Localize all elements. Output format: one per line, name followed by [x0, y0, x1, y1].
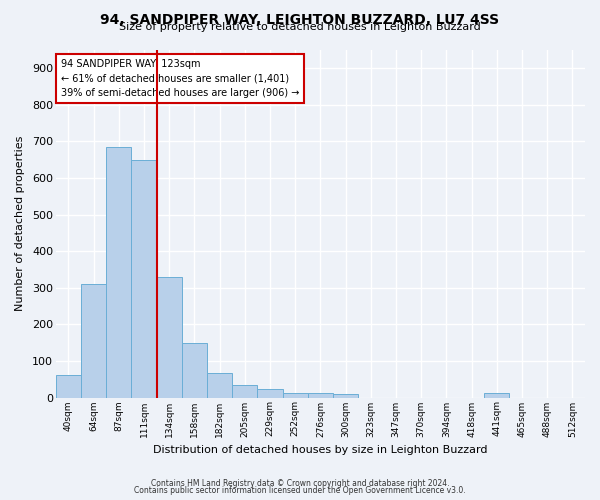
Text: 94 SANDPIPER WAY: 123sqm
← 61% of detached houses are smaller (1,401)
39% of sem: 94 SANDPIPER WAY: 123sqm ← 61% of detach…	[61, 58, 299, 98]
Bar	[257, 390, 283, 398]
Bar	[131, 160, 157, 398]
Bar	[207, 372, 232, 398]
Bar	[308, 393, 333, 398]
Bar	[157, 277, 182, 398]
Y-axis label: Number of detached properties: Number of detached properties	[15, 136, 25, 312]
Bar	[56, 375, 81, 398]
Text: Size of property relative to detached houses in Leighton Buzzard: Size of property relative to detached ho…	[119, 22, 481, 32]
Bar	[106, 147, 131, 398]
Bar	[333, 394, 358, 398]
Bar	[182, 342, 207, 398]
Bar	[484, 393, 509, 398]
Text: 94, SANDPIPER WAY, LEIGHTON BUZZARD, LU7 4SS: 94, SANDPIPER WAY, LEIGHTON BUZZARD, LU7…	[100, 12, 500, 26]
Bar	[232, 384, 257, 398]
Text: Contains public sector information licensed under the Open Government Licence v3: Contains public sector information licen…	[134, 486, 466, 495]
X-axis label: Distribution of detached houses by size in Leighton Buzzard: Distribution of detached houses by size …	[153, 445, 488, 455]
Text: Contains HM Land Registry data © Crown copyright and database right 2024.: Contains HM Land Registry data © Crown c…	[151, 478, 449, 488]
Bar	[81, 284, 106, 398]
Bar	[283, 393, 308, 398]
